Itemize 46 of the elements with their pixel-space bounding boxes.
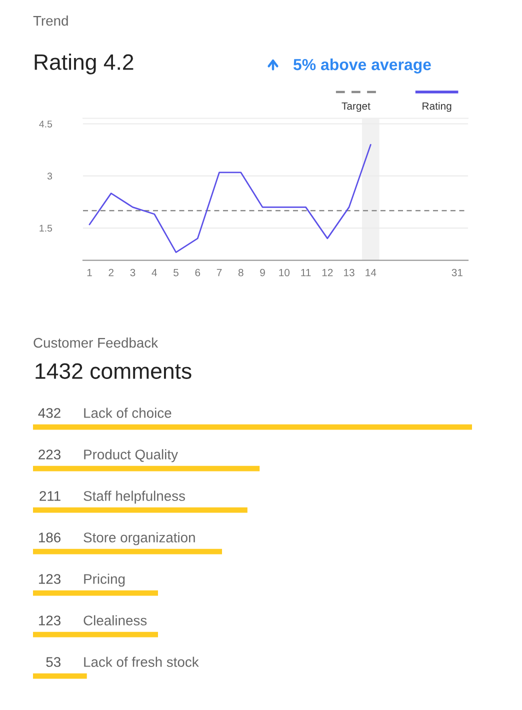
x-tick-label: 2 — [108, 268, 114, 276]
y-tick-label: Store organization — [84, 532, 195, 546]
y-tick-label: 3 — [47, 172, 52, 180]
chart-title: Trend — [33, 16, 68, 26]
data-label: 186 — [38, 532, 60, 542]
x-tick-label: 5 — [174, 269, 178, 276]
data-label: 123 — [38, 574, 60, 584]
bar — [33, 424, 472, 430]
bar — [33, 590, 158, 596]
x-tick-label: 10 — [279, 268, 290, 276]
legend-label: Rating — [422, 102, 452, 112]
x-tick-label: 4 — [152, 269, 157, 276]
data-label: 123 — [38, 616, 60, 626]
x-tick-label: 13 — [344, 268, 354, 276]
y-tick-label: 4.5 — [39, 120, 52, 128]
y-tick-label: Clealiness — [84, 615, 147, 626]
chart-title: Customer Feedback — [34, 338, 158, 348]
chart-subtitle: 1432 comments — [36, 363, 192, 379]
bar — [33, 507, 248, 513]
data-label: 211 — [40, 491, 60, 501]
bar — [33, 548, 222, 554]
y-tick-label: Lack of fresh stock — [84, 656, 199, 667]
x-tick-label: 6 — [195, 268, 200, 276]
bar — [33, 632, 158, 638]
text: 5% above average — [293, 58, 431, 74]
bar — [33, 466, 260, 472]
x-tick-label: 1 — [87, 269, 92, 276]
y-tick-label: Pricing — [84, 574, 125, 587]
x-tick-label: 11 — [301, 269, 311, 276]
x-tick-label: 7 — [216, 269, 222, 276]
x-tick-label: 9 — [260, 268, 265, 276]
y-tick-label: Staff helpfulness — [84, 490, 185, 504]
data-label: 223 — [38, 450, 60, 460]
data-label: 53 — [46, 657, 60, 667]
data-label: 432 — [38, 408, 60, 418]
x-tick-label: 8 — [238, 268, 244, 276]
bar — [33, 673, 87, 679]
chart-subtitle: Rating 4.2 — [34, 54, 134, 74]
y-tick-label: Product Quality — [84, 449, 178, 462]
x-tick-label: 14 — [366, 269, 376, 276]
y-tick-label: Lack of choice — [84, 408, 172, 418]
legend-label: Target — [342, 102, 370, 112]
x-tick-label: 31 — [452, 268, 462, 276]
x-tick-label: 12 — [322, 268, 333, 276]
line-series — [88, 144, 372, 254]
y-tick-label: 1.5 — [40, 224, 52, 232]
